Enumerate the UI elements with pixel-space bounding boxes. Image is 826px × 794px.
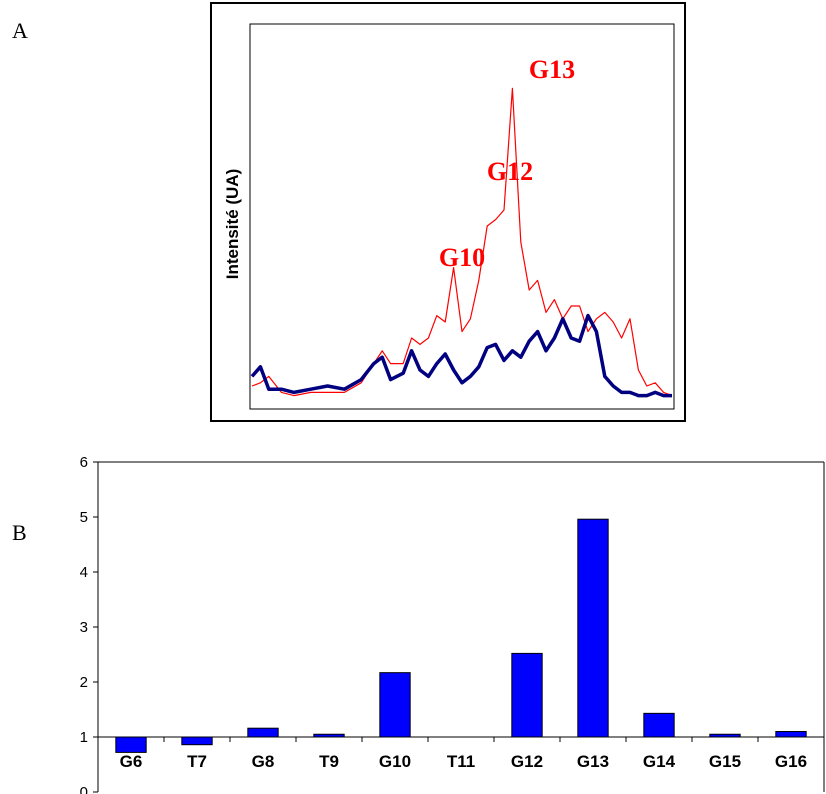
chart-a: Intensité (UA) G10 G12 G13: [223, 23, 675, 410]
bar-g16: [775, 731, 807, 738]
y-tick-label-b: 5: [80, 509, 88, 526]
trace-red-line: [251, 87, 673, 397]
y-tick-label-b: 2: [80, 674, 88, 691]
bar-g10: [379, 672, 411, 738]
category-label-g13: G13: [577, 752, 609, 771]
y-tick-label-b: 3: [80, 619, 88, 636]
trace-blue-line: [250, 313, 672, 398]
y-tick-label-b: 0: [80, 784, 88, 794]
category-label-t9: T9: [319, 752, 339, 771]
category-label-g8: G8: [252, 752, 275, 771]
y-tick-label-b: 1: [80, 729, 88, 746]
panel-label-b: B: [12, 520, 27, 545]
bar-g13: [577, 518, 609, 738]
bar-g8: [247, 727, 279, 738]
bar-g12: [511, 652, 543, 738]
category-label-g12: G12: [511, 752, 543, 771]
category-label-g10: G10: [379, 752, 411, 771]
panel-label-a: A: [12, 18, 28, 43]
category-label-g6: G6: [120, 752, 143, 771]
y-tick-label-b: 4: [80, 564, 88, 581]
bar-g6: [115, 736, 147, 753]
annotation-g13: G13: [529, 55, 575, 84]
bar-g14: [643, 712, 675, 738]
plot-area-a: [249, 23, 675, 410]
category-label-g14: G14: [643, 752, 676, 771]
bar-t7: [181, 736, 213, 746]
category-label-g16: G16: [775, 752, 807, 771]
annotation-g10: G10: [439, 243, 485, 272]
bar-g15: [709, 733, 741, 738]
category-label-t11: T11: [447, 752, 475, 771]
bar-t9: [313, 733, 345, 738]
category-label-t7: T7: [187, 752, 207, 771]
chart-a-frame: Intensité (UA) G10 G12 G13: [210, 2, 686, 422]
annotation-g12: G12: [487, 157, 533, 186]
y-axis-label-a: Intensité (UA): [223, 169, 242, 280]
y-tick-label-b: 6: [80, 454, 88, 471]
category-label-g15: G15: [709, 752, 741, 771]
